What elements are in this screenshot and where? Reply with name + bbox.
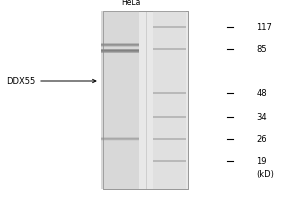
Bar: [101, 51, 139, 52]
Bar: [101, 49, 139, 50]
Bar: [101, 137, 139, 138]
Text: 48: 48: [256, 88, 267, 98]
Bar: [101, 11, 139, 189]
Bar: [153, 116, 186, 118]
Text: 26: 26: [256, 134, 267, 144]
Bar: [101, 45, 139, 46]
Text: HeLa: HeLa: [121, 0, 140, 7]
Bar: [153, 160, 186, 162]
Bar: [101, 50, 139, 51]
Text: 85: 85: [256, 45, 267, 53]
Bar: [101, 43, 139, 44]
Bar: [101, 52, 139, 53]
Bar: [101, 44, 139, 45]
Bar: [101, 139, 139, 140]
Bar: [101, 46, 139, 47]
Bar: [153, 11, 186, 189]
Bar: [153, 48, 186, 50]
Text: (kD): (kD): [256, 170, 274, 180]
Bar: [153, 92, 186, 94]
Bar: [101, 138, 139, 139]
Text: 34: 34: [256, 112, 267, 121]
Text: 19: 19: [256, 156, 267, 166]
Text: DDX55: DDX55: [6, 76, 96, 86]
Bar: [103, 11, 188, 189]
Text: 117: 117: [256, 22, 272, 31]
Bar: [103, 11, 188, 189]
Bar: [153, 26, 186, 28]
Bar: [101, 140, 139, 141]
Bar: [153, 138, 186, 140]
